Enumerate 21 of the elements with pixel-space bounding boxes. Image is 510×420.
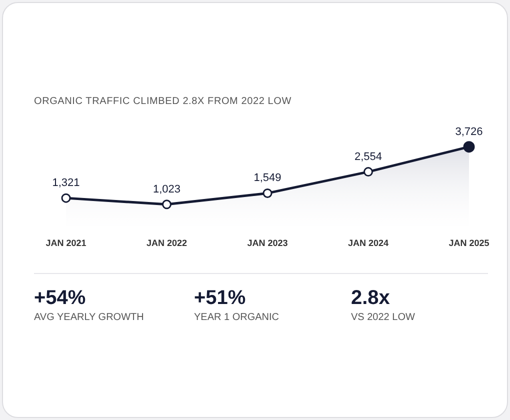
x-tick-label: JAN 2024 <box>348 238 389 248</box>
text: YEAR 1 ORGANIC <box>194 312 280 323</box>
point <box>262 188 272 198</box>
point <box>61 193 71 203</box>
x-tick-label: JAN 2023 <box>247 238 288 248</box>
data-label: 3,726 <box>455 126 483 138</box>
chart-title: ORGANIC TRAFFIC CLIMBED 2.8X FROM 2022 LOW <box>34 96 292 107</box>
x-tick-label: JAN 2022 <box>146 238 188 248</box>
x-tick-label: JAN 2025 <box>448 238 490 248</box>
data-label: 1,023 <box>152 183 181 196</box>
text: AVG YEARLY GROWTH <box>34 312 144 323</box>
x-tick-label: JAN 2021 <box>46 238 86 248</box>
text: 2.8x <box>351 287 391 310</box>
data-label: 2,554 <box>354 150 382 163</box>
data-label: 1,549 <box>254 172 282 184</box>
point <box>162 200 172 210</box>
text: VS 2022 LOW <box>351 312 415 323</box>
text: +54% <box>34 287 87 310</box>
text: +51% <box>194 287 247 310</box>
data-label: 1,321 <box>52 177 80 190</box>
point <box>364 167 373 177</box>
